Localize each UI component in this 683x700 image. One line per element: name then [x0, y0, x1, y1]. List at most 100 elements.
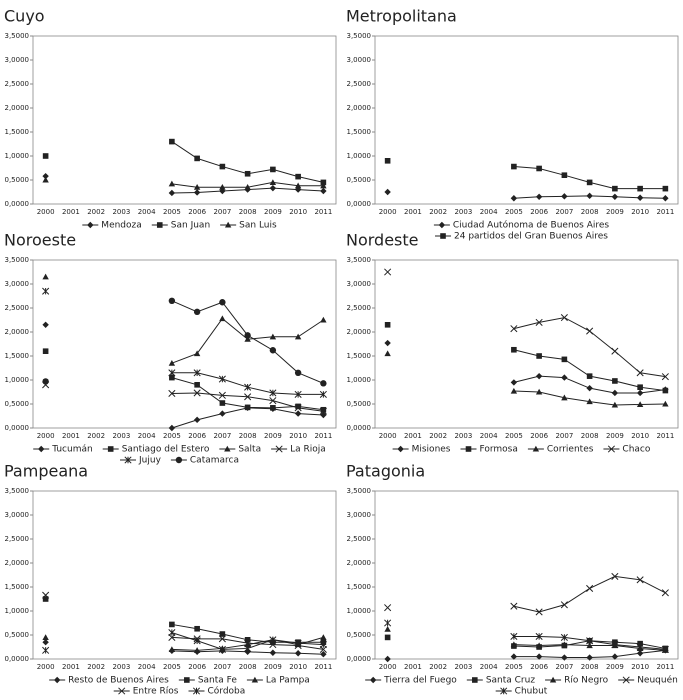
marker [662, 387, 669, 394]
marker [194, 625, 200, 632]
legend-label: Tierra del Fuego [383, 676, 457, 686]
y-tick-label: 2,0000 [347, 328, 372, 336]
x-tick-label: 2002 [429, 208, 447, 216]
marker [42, 378, 49, 385]
marker [169, 374, 175, 381]
marker [535, 632, 543, 640]
legend-item: Jujuy [120, 456, 162, 466]
legend-label: Tucumán [51, 445, 92, 455]
marker [637, 384, 643, 390]
legend-marker [440, 233, 446, 239]
marker [42, 348, 49, 354]
marker [244, 393, 252, 401]
x-tick-label: 2000 [379, 208, 397, 216]
marker [535, 372, 543, 380]
marker [42, 287, 50, 295]
y-tick-label: 2,5000 [5, 304, 30, 312]
legend-item: Córdoba [188, 686, 246, 697]
legend-label: Salta [238, 445, 261, 455]
series-line [513, 317, 666, 378]
marker [269, 184, 277, 192]
marker [319, 390, 327, 398]
y-tick-label: 2,0000 [5, 104, 30, 112]
y-tick-label: 3,5000 [347, 487, 372, 495]
x-tick-label: 2003 [454, 663, 472, 671]
y-tick-label: 0,0000 [347, 200, 372, 208]
marker [384, 158, 391, 164]
marker [586, 179, 593, 186]
marker [42, 596, 49, 602]
y-tick-label: 1,0000 [347, 152, 372, 160]
x-tick-label: 2005 [163, 208, 181, 216]
x-tick-label: 2004 [138, 432, 156, 440]
legend-label: Neuquén [637, 675, 678, 686]
marker [320, 179, 327, 186]
y-tick-label: 0,0000 [347, 655, 372, 663]
legend-item: Santa Cruz [466, 676, 535, 686]
marker [586, 637, 594, 645]
marker [662, 185, 669, 192]
y-tick-label: 1,5000 [5, 352, 30, 360]
legend-marker [532, 445, 540, 452]
x-tick-label: 2000 [379, 432, 397, 440]
marker [193, 350, 201, 357]
x-tick-label: 2007 [555, 208, 573, 216]
x-tick-label: 2004 [138, 208, 156, 216]
plot-frame [374, 490, 679, 660]
marker [270, 405, 276, 411]
legend-item: San Juan [151, 221, 210, 231]
marker [269, 389, 277, 397]
x-tick-label: 2010 [631, 432, 649, 440]
marker [511, 346, 517, 353]
x-tick-label: 2004 [480, 432, 498, 440]
x-tick-label: 2009 [264, 432, 282, 440]
x-tick-label: 2008 [239, 432, 257, 440]
marker [294, 404, 302, 412]
marker [586, 584, 594, 592]
marker [269, 636, 277, 644]
x-tick-label: 2008 [581, 432, 599, 440]
marker [168, 369, 176, 377]
marker [219, 400, 226, 406]
marker [561, 374, 568, 381]
x-tick-label: 2006 [188, 663, 206, 671]
legend-label: Córdoba [208, 686, 246, 697]
marker [294, 650, 302, 657]
marker [636, 194, 644, 201]
y-tick-label: 1,5000 [5, 583, 30, 591]
legend-marker [107, 446, 114, 452]
marker [168, 424, 176, 432]
y-tick-label: 1,0000 [5, 376, 30, 384]
marker [560, 633, 568, 641]
legend-label: Resto de Buenos Aires [68, 676, 169, 686]
y-tick-label: 0,5000 [5, 400, 30, 408]
legend-item: Tucumán [33, 445, 93, 455]
legend-item: Resto de Buenos Aires [49, 676, 169, 686]
legend-item: Santa Fe [178, 676, 237, 686]
marker [193, 637, 201, 645]
x-tick-label: 2011 [656, 208, 674, 216]
marker [219, 315, 226, 322]
marker [511, 163, 517, 170]
legend-label: Mendoza [101, 221, 141, 231]
legend-item: Corrientes [527, 445, 594, 455]
legend-marker [224, 221, 232, 228]
y-tick-label: 0,5000 [5, 631, 30, 639]
x-tick-label: 2006 [530, 208, 548, 216]
marker [611, 572, 619, 580]
marker [535, 388, 543, 395]
y-tick-label: 3,0000 [347, 511, 372, 519]
y-tick-label: 3,0000 [347, 56, 372, 64]
y-tick-label: 3,5000 [347, 256, 372, 264]
x-tick-label: 2005 [505, 663, 523, 671]
marker [168, 360, 176, 366]
marker [636, 389, 644, 397]
legend-item: San Luis [220, 221, 277, 231]
legend-item: La Rioja [271, 445, 326, 455]
legend-marker [87, 221, 94, 229]
x-tick-label: 2005 [505, 432, 523, 440]
legend-marker [156, 222, 163, 228]
y-tick-label: 1,5000 [347, 352, 372, 360]
marker [611, 653, 619, 660]
y-tick-label: 0,5000 [347, 631, 372, 639]
